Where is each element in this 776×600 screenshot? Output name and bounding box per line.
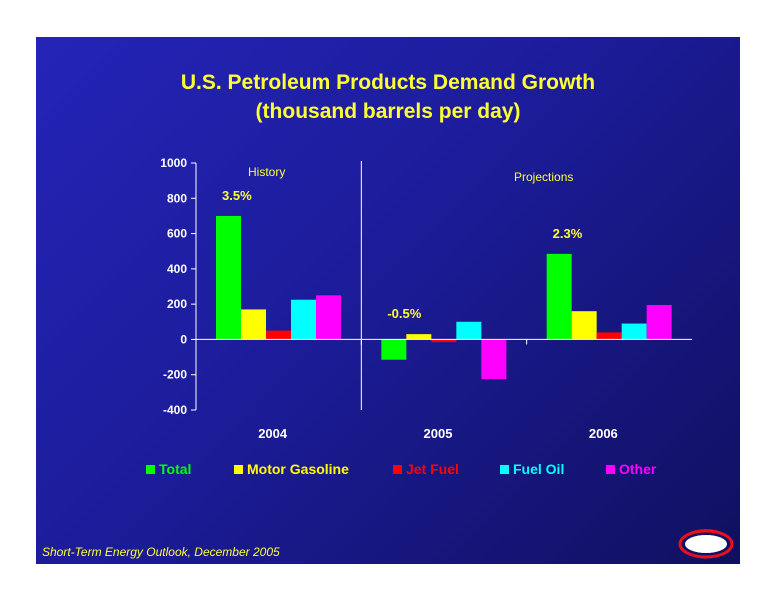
- chart-title: U.S. Petroleum Products Demand Growth: [180, 71, 596, 94]
- bar-fuel-oil-2006: [621, 323, 647, 340]
- legend-label: Total: [159, 461, 192, 477]
- y-tick-label: 600: [167, 227, 187, 241]
- y-tick-label: 0: [180, 332, 187, 346]
- growth-annotation-2005: -0.5%: [387, 306, 421, 321]
- legend-item-fuel-oil: Fuel Oil: [500, 461, 564, 477]
- legend-item-other: Other: [606, 461, 656, 477]
- legend-item-jet-fuel: Jet Fuel: [393, 461, 459, 477]
- legend-label: Motor Gasoline: [247, 461, 349, 477]
- footer-source: Short-Term Energy Outlook, December 2005: [42, 545, 280, 559]
- legend-swatch: [500, 464, 509, 474]
- bar-fuel-oil-2004: [291, 299, 316, 340]
- bar-other-2006: [646, 305, 672, 340]
- legend-swatch: [393, 464, 402, 474]
- bar-other-2004: [316, 295, 341, 340]
- legend-swatch: [146, 464, 155, 474]
- x-tick-label-2006: 2006: [589, 426, 618, 441]
- slide: U.S. Petroleum Products Demand Growth (t…: [36, 37, 740, 564]
- legend-label: Jet Fuel: [406, 461, 459, 477]
- bar-motor-gasoline-2004: [241, 309, 266, 340]
- legend-swatch: [606, 464, 615, 474]
- x-tick-label-2005: 2005: [424, 426, 453, 441]
- bar-motor-gasoline-2005: [406, 334, 432, 340]
- growth-annotation-2006: 2.3%: [553, 226, 583, 241]
- bar-jet-fuel-2004: [266, 330, 291, 340]
- bar-total-2004: [216, 215, 241, 340]
- bar-fuel-oil-2005: [456, 321, 482, 340]
- x-tick-label-2004: 2004: [258, 426, 288, 441]
- growth-annotation-2004: 3.5%: [222, 188, 252, 203]
- chart-subtitle: (thousand barrels per day): [255, 100, 521, 123]
- y-tick-label: 800: [167, 191, 187, 205]
- bar-total-2005: [381, 339, 407, 360]
- legend-label: Fuel Oil: [513, 461, 565, 477]
- bar-motor-gasoline-2006: [571, 311, 597, 340]
- bar-other-2005: [481, 339, 507, 380]
- bar-chart: 1000 800 600 400 200 0 -200 -400 2004 2005 2006 His…: [160, 156, 692, 441]
- bar-jet-fuel-2006: [596, 332, 622, 340]
- y-tick-label: 400: [167, 262, 187, 276]
- projections-label: Projections: [514, 170, 573, 184]
- legend-item-motor-gasoline: Motor Gasoline: [234, 461, 349, 477]
- history-label: History: [248, 165, 285, 179]
- legend-label: Other: [619, 461, 657, 477]
- legend-swatch: [234, 464, 243, 474]
- y-tick-label: 1000: [160, 156, 187, 170]
- legend-item-total: Total: [146, 461, 191, 477]
- y-tick-label: -200: [163, 368, 187, 382]
- bar-total-2006: [546, 253, 572, 340]
- bar-jet-fuel-2005: [431, 339, 457, 343]
- y-tick-label: 200: [167, 297, 187, 311]
- eia-logo-icon: [678, 529, 734, 559]
- y-tick-label: -400: [163, 403, 187, 417]
